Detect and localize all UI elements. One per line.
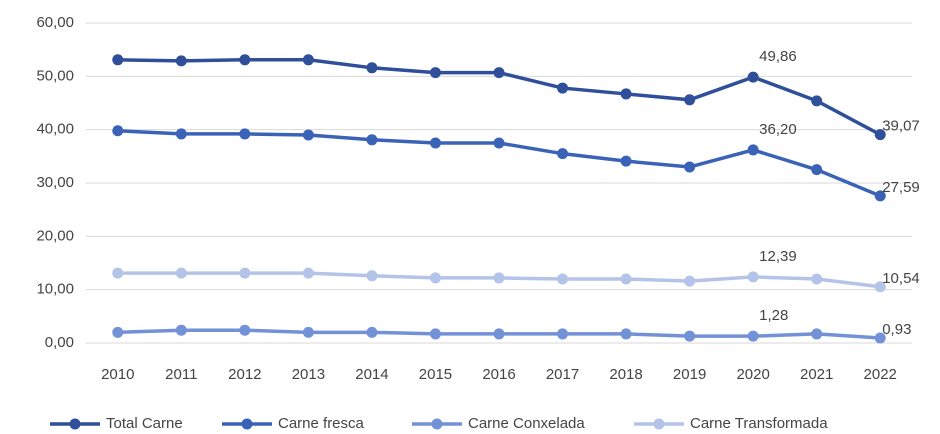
point: [811, 164, 823, 176]
point: [620, 88, 632, 100]
point: [557, 273, 569, 285]
point: [557, 148, 569, 160]
legend-label: Carne Transformada: [690, 415, 828, 432]
point: [175, 128, 187, 140]
point: [874, 129, 886, 141]
point: [493, 328, 505, 340]
data-label: 39,07: [882, 118, 920, 135]
point: [493, 67, 505, 79]
point: [302, 326, 314, 338]
point: [874, 332, 886, 344]
legend-label: Total Carne: [106, 415, 183, 432]
legend-label: Carne fresca: [278, 415, 365, 432]
x-tick-label: 2010: [101, 366, 134, 383]
data-label: 0,93: [882, 321, 911, 338]
point: [811, 328, 823, 340]
data-label: 36,20: [759, 121, 797, 138]
point: [175, 324, 187, 336]
point: [493, 272, 505, 284]
x-tick-label: 2014: [355, 366, 388, 383]
point: [239, 267, 251, 279]
point: [175, 267, 187, 279]
data-label: 27,59: [882, 179, 920, 196]
y-tick-label: 60,00: [36, 14, 74, 31]
y-tick-label: 20,00: [36, 227, 74, 244]
point: [747, 271, 759, 283]
y-tick-label: 30,00: [36, 174, 74, 191]
point: [684, 161, 696, 173]
point: [112, 125, 124, 137]
x-tick-label: 2016: [482, 366, 515, 383]
point: [112, 54, 124, 66]
point: [874, 190, 886, 202]
y-tick-label: 40,00: [36, 121, 74, 138]
point: [366, 62, 378, 74]
point: [874, 281, 886, 293]
y-tick-label: 0,00: [45, 334, 74, 351]
x-tick-label: 2019: [673, 366, 706, 383]
x-tick-label: 2020: [736, 366, 769, 383]
point: [811, 95, 823, 107]
point: [493, 137, 505, 149]
data-label: 12,39: [759, 248, 797, 265]
x-tick-label: 2021: [800, 366, 833, 383]
point: [112, 267, 124, 279]
legend-label: Carne Conxelada: [468, 415, 585, 432]
x-tick-label: 2011: [165, 366, 197, 383]
point: [239, 128, 251, 140]
point: [747, 330, 759, 342]
x-tick-label: 2013: [292, 366, 325, 383]
point: [302, 267, 314, 279]
y-tick-label: 10,00: [36, 281, 74, 298]
point: [620, 328, 632, 340]
point: [747, 144, 759, 156]
point: [366, 134, 378, 146]
point: [429, 67, 441, 79]
legend-marker: [653, 418, 665, 430]
point: [620, 273, 632, 285]
point: [366, 270, 378, 282]
point: [302, 129, 314, 141]
point: [684, 94, 696, 106]
point: [366, 326, 378, 338]
data-label: 10,54: [882, 270, 920, 287]
x-tick-label: 2015: [419, 366, 452, 383]
data-label: 1,28: [759, 307, 788, 324]
legend-marker: [241, 418, 253, 430]
point: [429, 328, 441, 340]
point: [429, 137, 441, 149]
point: [239, 54, 251, 66]
legend-marker: [69, 418, 81, 430]
x-tick-label: 2017: [546, 366, 579, 383]
x-tick-label: 2012: [228, 366, 261, 383]
point: [557, 82, 569, 94]
point: [302, 54, 314, 66]
point: [429, 272, 441, 284]
y-tick-label: 50,00: [36, 67, 74, 84]
point: [112, 326, 124, 338]
point: [747, 71, 759, 83]
legend-marker: [431, 418, 443, 430]
point: [239, 324, 251, 336]
point: [684, 275, 696, 287]
point: [557, 328, 569, 340]
point: [684, 330, 696, 342]
x-tick-label: 2022: [864, 366, 897, 383]
point: [175, 55, 187, 67]
x-tick-label: 2018: [609, 366, 642, 383]
point: [620, 155, 632, 167]
point: [811, 273, 823, 285]
data-label: 49,86: [759, 48, 797, 65]
